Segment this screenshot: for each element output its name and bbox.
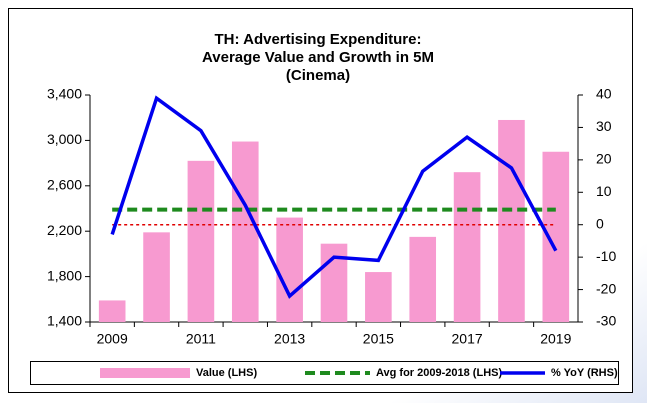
y2-tick-label: 10 — [596, 183, 612, 199]
y2-tick-label: 30 — [596, 118, 612, 134]
bar — [409, 236, 437, 322]
bar — [231, 141, 259, 322]
legend-label: Value (LHS) — [196, 367, 257, 379]
x-tick-label: 2009 — [97, 331, 128, 347]
bar — [498, 119, 525, 322]
chart-title: TH: Advertising Expenditure: — [215, 31, 422, 48]
y-tick-label: 2,600 — [47, 177, 82, 193]
y-tick-label: 2,200 — [47, 222, 82, 238]
y2-tick-label: -10 — [596, 248, 616, 264]
y-tick-label: 1,800 — [47, 267, 82, 283]
y-tick-label: 3,000 — [47, 131, 82, 147]
y2-tick-label: -20 — [596, 280, 616, 296]
bar — [365, 272, 392, 322]
x-tick-label: 2019 — [540, 331, 571, 347]
bar — [143, 232, 170, 322]
x-tick-label: 2013 — [274, 331, 305, 347]
bar — [98, 300, 126, 322]
chart-title: (Cinema) — [286, 67, 350, 84]
bar — [276, 217, 303, 322]
y-tick-label: 3,400 — [47, 86, 82, 102]
y2-tick-label: 0 — [596, 215, 604, 231]
legend-swatch — [100, 368, 190, 378]
y2-tick-label: 40 — [596, 86, 612, 102]
bar — [187, 160, 215, 322]
y2-tick-label: 20 — [596, 151, 612, 167]
chart-title: Average Value and Growth in 5M — [202, 49, 434, 66]
x-tick-label: 2011 — [186, 331, 216, 347]
bar — [453, 172, 481, 322]
y-tick-label: 1,400 — [47, 313, 82, 329]
legend-label: Avg for 2009-2018 (LHS) — [376, 367, 502, 379]
y2-tick-label: -30 — [596, 313, 616, 329]
x-tick-label: 2017 — [452, 331, 483, 347]
x-tick-label: 2015 — [363, 331, 394, 347]
yoy-line — [110, 95, 558, 299]
legend-label: % YoY (RHS) — [551, 367, 618, 379]
